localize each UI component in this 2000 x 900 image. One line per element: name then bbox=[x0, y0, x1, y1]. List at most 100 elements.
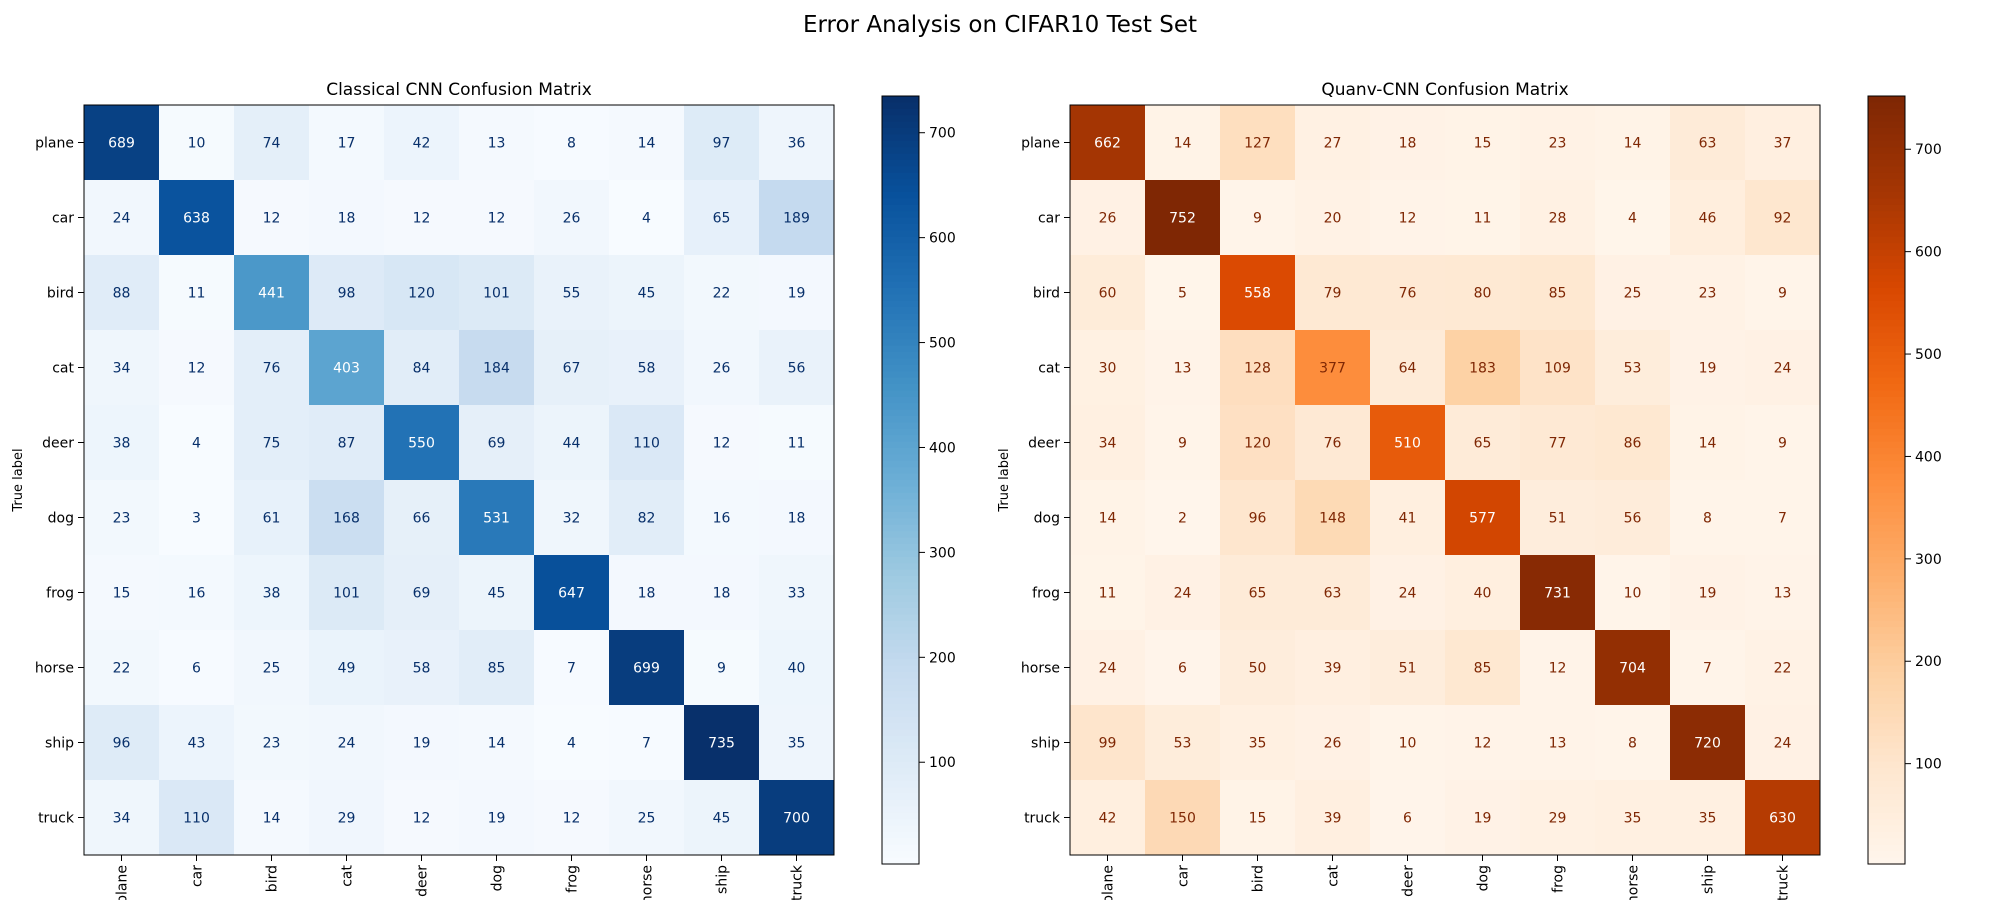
classical-colorbar-strip bbox=[882, 505, 919, 513]
quanv-cell-dog-car bbox=[1145, 480, 1221, 556]
quanv-cell-car-plane bbox=[1070, 180, 1146, 256]
quanv-value-label: 14 bbox=[1699, 436, 1717, 452]
quanv-cell-deer-plane bbox=[1070, 405, 1146, 481]
classical-colorbar-strip bbox=[882, 800, 919, 808]
classical-cell-cat-ship bbox=[684, 330, 760, 406]
classical-cell-truck-ship bbox=[684, 780, 760, 856]
quanv-colorbar-strip bbox=[1868, 377, 1905, 385]
quanv-value-label: 19 bbox=[1699, 586, 1717, 602]
quanv-colorbar-strip bbox=[1868, 460, 1905, 468]
classical-colorbar-strip bbox=[882, 435, 919, 443]
classical-value-label: 110 bbox=[183, 811, 210, 827]
quanv-cell-bird-frog bbox=[1520, 255, 1596, 331]
classical-value-label: 11 bbox=[188, 286, 206, 302]
quanv-colorbar-strip bbox=[1868, 652, 1905, 660]
classical-cell-cat-cat bbox=[309, 330, 385, 406]
quanv-colorbar-strip bbox=[1868, 812, 1905, 820]
quanv-cell-frog-dog bbox=[1445, 555, 1521, 631]
quanv-cell-truck-cat bbox=[1295, 780, 1371, 856]
classical-cell-bird-bird bbox=[234, 255, 310, 331]
classical-colorbar-strip bbox=[882, 492, 919, 500]
classical-colorbar-strip bbox=[882, 249, 919, 257]
classical-colorbar-strip bbox=[882, 217, 919, 225]
quanv-cell-car-dog bbox=[1445, 180, 1521, 256]
classical-cell-horse-dog bbox=[459, 630, 535, 706]
quanv-value-label: 8 bbox=[1628, 736, 1637, 752]
classical-cell-deer-horse bbox=[609, 405, 685, 481]
quanv-colorbar-strip bbox=[1868, 332, 1905, 340]
quanv-chart-title: Quanv-CNN Confusion Matrix bbox=[1321, 80, 1568, 100]
quanv-cell-plane-frog bbox=[1520, 105, 1596, 181]
quanv-colorbar-strip bbox=[1868, 467, 1905, 475]
quanv-value-label: 35 bbox=[1249, 736, 1267, 752]
quanv-cell-bird-cat bbox=[1295, 255, 1371, 331]
classical-colorbar-strip bbox=[882, 396, 919, 404]
classical-cell-ship-bird bbox=[234, 705, 310, 781]
quanv-value-label: 24 bbox=[1099, 661, 1117, 677]
quanv-value-label: 46 bbox=[1699, 211, 1717, 227]
quanv-colorbar-strip bbox=[1868, 275, 1905, 283]
quanv-value-label: 76 bbox=[1324, 436, 1342, 452]
quanv-colorbar-strip bbox=[1868, 307, 1905, 315]
classical-colorbar-strip bbox=[882, 480, 919, 488]
quanv-value-label: 15 bbox=[1474, 136, 1492, 152]
classical-value-label: 38 bbox=[263, 586, 281, 602]
classical-colorbar-strip bbox=[882, 256, 919, 264]
quanv-colorbar-strip bbox=[1868, 422, 1905, 430]
quanv-value-label: 25 bbox=[1624, 286, 1642, 302]
quanv-colorbar-strip bbox=[1868, 236, 1905, 244]
quanv-cell-cat-dog bbox=[1445, 330, 1521, 406]
classical-colorbar-strip bbox=[882, 268, 919, 276]
quanv-value-label: 731 bbox=[1544, 586, 1571, 602]
classical-cell-bird-frog bbox=[534, 255, 610, 331]
quanv-cell-ship-ship bbox=[1670, 705, 1746, 781]
classical-colorbar-strip bbox=[882, 140, 919, 148]
quanv-value-label: 42 bbox=[1099, 811, 1117, 827]
quanv-colorbar-strip bbox=[1868, 748, 1905, 756]
classical-colorbar-strip bbox=[882, 678, 919, 686]
classical-value-label: 15 bbox=[113, 586, 131, 602]
quanv-colorbar-strip bbox=[1868, 768, 1905, 776]
quanv-value-label: 7 bbox=[1703, 661, 1712, 677]
quanv-value-label: 12 bbox=[1474, 736, 1492, 752]
quanv-colorbar-strip bbox=[1868, 569, 1905, 577]
classical-cell-truck-deer bbox=[384, 780, 460, 856]
quanv-x-tick-label: bird bbox=[1251, 865, 1267, 892]
classical-value-label: 12 bbox=[413, 211, 431, 227]
quanv-cell-plane-ship bbox=[1670, 105, 1746, 181]
quanv-cell-truck-truck bbox=[1745, 780, 1821, 856]
classical-y-tick-label: plane bbox=[35, 136, 74, 152]
quanv-value-label: 9 bbox=[1778, 286, 1787, 302]
classical-cell-horse-car bbox=[159, 630, 235, 706]
quanv-colorbar-strip bbox=[1868, 294, 1905, 302]
classical-value-label: 36 bbox=[788, 136, 806, 152]
quanv-y-tick-label: car bbox=[1038, 211, 1060, 227]
quanv-y-tick-label: frog bbox=[1032, 586, 1060, 602]
quanv-cell-cat-horse bbox=[1595, 330, 1671, 406]
classical-value-label: 49 bbox=[338, 661, 356, 677]
classical-colorbar-tick-label: 200 bbox=[929, 650, 956, 666]
classical-cell-bird-dog bbox=[459, 255, 535, 331]
quanv-cell-bird-horse bbox=[1595, 255, 1671, 331]
quanv-value-label: 37 bbox=[1774, 136, 1792, 152]
quanv-colorbar-strip bbox=[1868, 121, 1905, 129]
classical-value-label: 16 bbox=[188, 586, 206, 602]
quanv-colorbar-strip bbox=[1868, 844, 1905, 852]
classical-value-label: 531 bbox=[483, 511, 510, 527]
classical-colorbar-strip bbox=[882, 377, 919, 385]
classical-y-tick-label: bird bbox=[47, 286, 74, 302]
classical-colorbar-strip bbox=[882, 288, 919, 296]
quanv-colorbar-strip bbox=[1868, 512, 1905, 520]
classical-colorbar-strip bbox=[882, 371, 919, 379]
classical-cell-dog-dog bbox=[459, 480, 535, 556]
classical-colorbar-strip bbox=[882, 595, 919, 603]
classical-value-label: 13 bbox=[488, 136, 506, 152]
quanv-value-label: 41 bbox=[1399, 511, 1417, 527]
quanv-value-label: 558 bbox=[1244, 286, 1271, 302]
quanv-colorbar-strip bbox=[1868, 608, 1905, 616]
quanv-value-label: 35 bbox=[1699, 811, 1717, 827]
classical-value-label: 58 bbox=[413, 661, 431, 677]
classical-cell-plane-bird bbox=[234, 105, 310, 181]
classical-colorbar-strip bbox=[882, 147, 919, 155]
